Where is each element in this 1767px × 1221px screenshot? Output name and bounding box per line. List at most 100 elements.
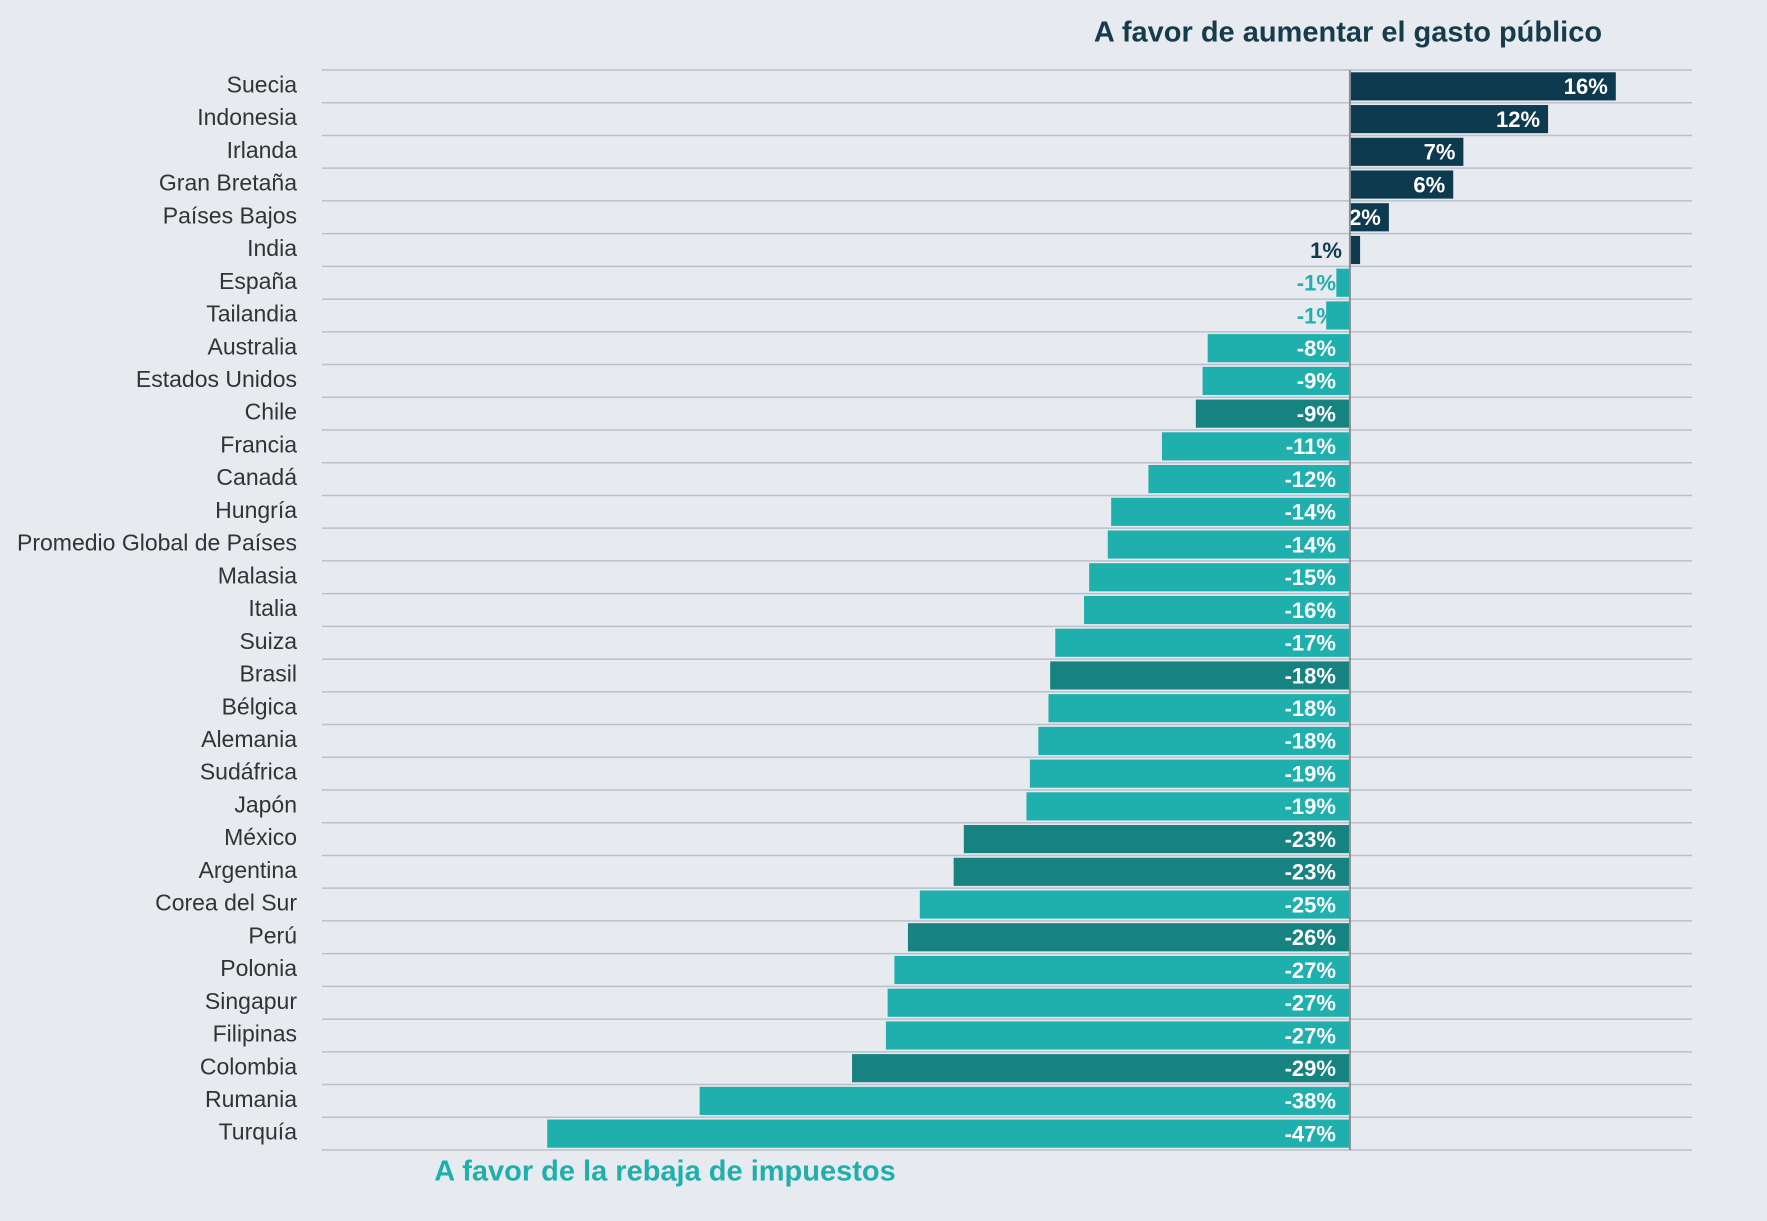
y-tick-label: Sudáfrica: [200, 759, 297, 785]
value-label: -27%: [1285, 958, 1336, 983]
value-label: -14%: [1285, 532, 1336, 557]
bar: [1207, 334, 1350, 363]
bar: [1107, 530, 1350, 559]
y-tick-label: Perú: [248, 922, 297, 948]
y-tick-label: Brasil: [239, 661, 297, 687]
value-label: -11%: [1286, 434, 1336, 459]
bar: [885, 1021, 1350, 1050]
value-label: -8%: [1297, 336, 1336, 361]
y-tick-label: Japón: [234, 791, 297, 817]
value-label: 2%: [1349, 205, 1381, 230]
y-tick-label: Corea del Sur: [155, 890, 297, 916]
bar: [1161, 432, 1350, 461]
value-label: -18%: [1285, 696, 1336, 721]
bar: [919, 890, 1350, 919]
bar: [1336, 268, 1350, 297]
value-label: -38%: [1285, 1089, 1336, 1114]
value-label: -29%: [1285, 1056, 1336, 1081]
y-tick-label: España: [219, 268, 297, 294]
value-label: -9%: [1297, 369, 1336, 394]
y-tick-label: Singapur: [205, 988, 297, 1014]
bar: [1349, 203, 1389, 232]
bar: [1349, 72, 1616, 101]
value-label: -14%: [1285, 500, 1336, 525]
bar: [1349, 137, 1464, 166]
y-tick-label: Polonia: [220, 955, 297, 981]
value-label: -27%: [1285, 1023, 1336, 1048]
bar: [1349, 235, 1361, 265]
bar: [887, 988, 1350, 1017]
value-label: 16%: [1564, 74, 1608, 99]
bar: [852, 1054, 1350, 1083]
bar: [963, 825, 1350, 854]
y-tick-label: Francia: [220, 431, 297, 457]
bar: [1111, 497, 1350, 526]
y-tick-label: Indonesia: [197, 104, 297, 130]
value-label: -23%: [1285, 860, 1336, 885]
bar: [1038, 726, 1350, 755]
value-label: -16%: [1285, 598, 1336, 623]
bar: [1326, 301, 1350, 330]
bar: [699, 1086, 1350, 1115]
bar: [1048, 694, 1350, 723]
y-tick-label: Rumania: [205, 1086, 297, 1112]
y-tick-label: Colombia: [200, 1053, 297, 1079]
value-label: -47%: [1285, 1121, 1336, 1146]
y-tick-label: Tailandia: [206, 301, 297, 327]
bar: [1089, 563, 1350, 592]
y-tick-label: México: [224, 824, 297, 850]
bar: [547, 1119, 1350, 1148]
y-tick-label: Canadá: [216, 464, 297, 490]
y-tick-label: Alemania: [201, 726, 297, 752]
y-tick-label: Argentina: [199, 857, 298, 883]
value-label: -9%: [1297, 401, 1336, 426]
y-tick-label: Suiza: [239, 628, 297, 654]
bar: [1084, 595, 1350, 625]
y-tick-label: Gran Bretaña: [159, 170, 297, 196]
value-label: -15%: [1285, 565, 1336, 590]
value-label: -25%: [1285, 892, 1336, 917]
y-tick-label: Italia: [248, 595, 297, 621]
bar: [1026, 792, 1350, 821]
value-label: 7%: [1424, 140, 1456, 165]
value-label: -23%: [1285, 827, 1336, 852]
y-tick-label: Promedio Global de Países: [17, 530, 297, 556]
y-tick-label: Chile: [245, 399, 297, 425]
value-label: -17%: [1285, 631, 1336, 656]
y-tick-label: Países Bajos: [163, 202, 297, 228]
bar: [907, 923, 1350, 952]
value-label: -27%: [1285, 991, 1336, 1016]
value-label: -12%: [1285, 467, 1336, 492]
bar: [1195, 399, 1350, 428]
chart-title: A favor de aumentar el gasto público: [1094, 17, 1602, 49]
y-tick-label: Hungría: [215, 497, 297, 523]
value-label: 12%: [1496, 107, 1540, 132]
y-tick-label: Malasia: [218, 562, 297, 588]
value-label: -1%: [1297, 271, 1336, 296]
bar: [894, 955, 1350, 985]
value-label: -19%: [1285, 794, 1336, 819]
y-tick-label: India: [247, 235, 297, 261]
value-label: -18%: [1285, 663, 1336, 688]
bar: [1050, 661, 1350, 690]
bar: [1148, 465, 1350, 494]
y-tick-label: Suecia: [227, 71, 298, 97]
value-label: -18%: [1285, 729, 1336, 754]
bar: [1055, 628, 1350, 657]
y-tick-label: Irlanda: [227, 137, 298, 163]
value-label: -19%: [1285, 761, 1336, 786]
y-tick-label: Filipinas: [213, 1021, 297, 1047]
bar: [1349, 170, 1454, 199]
bar: [953, 857, 1350, 886]
chart-subtitle: A favor de la rebaja de impuestos: [434, 1156, 895, 1188]
bar: [1029, 759, 1350, 788]
y-tick-label: Australia: [208, 333, 298, 359]
bar: [1202, 366, 1350, 395]
bar: [1349, 105, 1549, 134]
value-label: 1%: [1310, 238, 1342, 263]
y-tick-label: Estados Unidos: [136, 366, 297, 392]
y-tick-label: Bélgica: [222, 693, 298, 719]
